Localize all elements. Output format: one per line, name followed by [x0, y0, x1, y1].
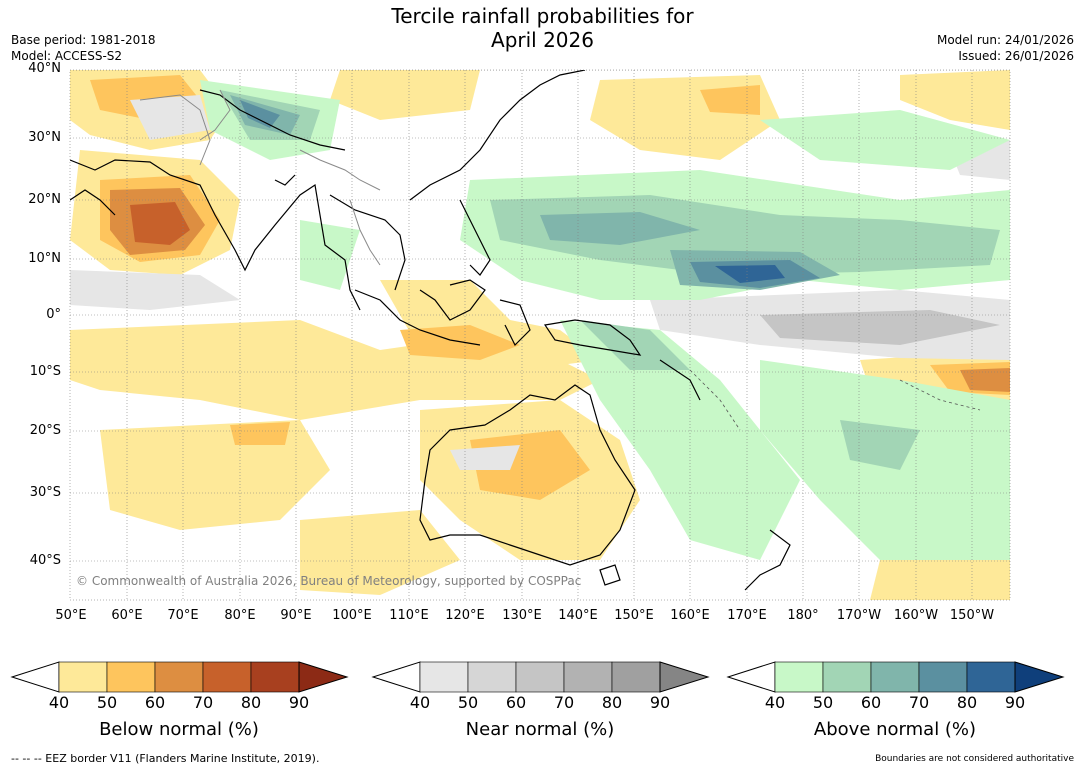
near-tick-70: 70 [553, 693, 575, 712]
lat-label-10n: 10°N [28, 251, 61, 266]
lon-label-110e: 110°E [389, 608, 429, 623]
lon-label-50e: 50°E [55, 608, 87, 623]
lat-label-30s: 30°S [29, 485, 61, 500]
lon-label-160e: 160°E [670, 608, 710, 623]
colorbar-near-normal [371, 661, 710, 693]
lat-label-20n: 20°N [28, 192, 61, 207]
near-normal-title: Near normal (%) [465, 719, 615, 740]
below-tick-80: 80 [240, 693, 262, 712]
model-text: Model: ACCESS-S2 [11, 49, 123, 63]
below-tick-70: 70 [192, 693, 214, 712]
model-run-text: Model run: 24/01/2026 [936, 33, 1074, 47]
above-tick-80: 80 [956, 693, 978, 712]
issued-text: Issued: 26/01/2026 [958, 49, 1074, 63]
eez-border-note: -- -- -- EEZ border V11 (Flanders Marine… [11, 752, 320, 765]
above-tick-90: 90 [1004, 693, 1026, 712]
boundaries-disclaimer: Boundaries are not considered authoritat… [875, 754, 1074, 764]
above-tick-70: 70 [908, 693, 930, 712]
colorbar-below-normal [10, 661, 349, 693]
above-tick-60: 60 [860, 693, 882, 712]
lon-label-160w: 160°W [893, 608, 939, 623]
lat-label-0: 0° [46, 307, 61, 322]
near-tick-60: 60 [505, 693, 527, 712]
lon-label-150e: 150°E [614, 608, 654, 623]
lon-label-170e: 170°E [727, 608, 767, 623]
below-normal-title: Below normal (%) [99, 719, 259, 740]
lat-label-30n: 30°N [28, 130, 61, 145]
lon-label-80e: 80°E [224, 608, 256, 623]
lat-label-40n: 40°N [28, 61, 61, 76]
lon-label-90e: 90°E [280, 608, 312, 623]
lat-label-40s: 40°S [29, 553, 61, 568]
near-tick-80: 80 [601, 693, 623, 712]
lon-label-150w: 150°W [949, 608, 995, 623]
base-period-text: Base period: 1981-2018 [11, 33, 156, 47]
title-line-1: Tercile rainfall probabilities for [391, 4, 694, 28]
model-run-info: Model run: 24/01/2026 Issued: 26/01/2026 [937, 32, 1074, 64]
lon-label-60e: 60°E [111, 608, 143, 623]
near-tick-40: 40 [409, 693, 431, 712]
lon-label-70e: 70°E [167, 608, 199, 623]
below-tick-90: 90 [288, 693, 310, 712]
lon-label-120e: 120°E [445, 608, 485, 623]
lon-label-140e: 140°E [558, 608, 598, 623]
lon-label-130e: 130°E [502, 608, 542, 623]
colorbar-above-normal [726, 661, 1065, 693]
lon-label-100e: 100°E [332, 608, 372, 623]
lat-label-10s: 10°S [29, 364, 61, 379]
above-tick-50: 50 [812, 693, 834, 712]
above-normal-title: Above normal (%) [813, 719, 977, 740]
title-line-2: April 2026 [491, 28, 594, 52]
near-tick-90: 90 [649, 693, 671, 712]
near-tick-50: 50 [457, 693, 479, 712]
lon-label-170w: 170°W [836, 608, 882, 623]
above-tick-40: 40 [764, 693, 786, 712]
below-tick-40: 40 [48, 693, 70, 712]
base-period-info: Base period: 1981-2018 Model: ACCESS-S2 [11, 32, 156, 64]
below-tick-60: 60 [144, 693, 166, 712]
lon-label-180: 180° [787, 608, 819, 623]
map-title: Tercile rainfall probabilities for April… [0, 4, 1085, 52]
country-borders [139, 89, 381, 266]
lat-label-20s: 20°S [29, 423, 61, 438]
copyright-notice: © Commonwealth of Australia 2026, Bureau… [76, 574, 582, 588]
probability-field [70, 70, 1010, 600]
coastlines [70, 70, 791, 591]
below-tick-50: 50 [96, 693, 118, 712]
